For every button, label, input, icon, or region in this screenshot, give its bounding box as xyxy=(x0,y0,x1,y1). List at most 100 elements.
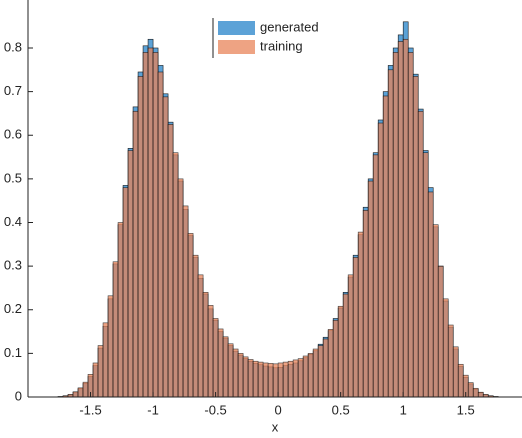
bar xyxy=(122,187,129,398)
bar xyxy=(247,359,254,398)
bar xyxy=(257,361,264,398)
bar xyxy=(407,52,414,398)
bar xyxy=(427,191,434,398)
bar xyxy=(282,361,289,398)
series-bars xyxy=(57,38,499,398)
x-tick-label: -1 xyxy=(147,402,159,417)
bar xyxy=(302,355,309,398)
bar xyxy=(187,233,194,398)
bar xyxy=(197,274,204,398)
bar xyxy=(222,336,229,398)
bar xyxy=(147,47,154,398)
bar xyxy=(162,96,169,398)
bar xyxy=(92,362,99,398)
bar xyxy=(217,328,224,398)
x-tick-label: 1 xyxy=(400,402,407,417)
bar xyxy=(207,305,214,398)
bar xyxy=(242,356,249,398)
bar xyxy=(77,387,84,398)
bar xyxy=(402,38,409,398)
bar xyxy=(417,110,424,398)
bar xyxy=(377,122,384,398)
bar xyxy=(107,295,114,398)
y-tick-label: 0.2 xyxy=(4,301,22,316)
bar xyxy=(352,257,359,398)
bar xyxy=(297,358,304,398)
bar xyxy=(202,291,209,398)
x-tick-label: -1.5 xyxy=(79,402,101,417)
bar xyxy=(342,293,349,398)
bar xyxy=(412,76,419,398)
bar xyxy=(172,152,179,398)
y-tick-label: 0.6 xyxy=(4,127,22,142)
legend-swatch xyxy=(218,21,255,35)
x-axis-label: x xyxy=(272,419,279,434)
bar xyxy=(472,387,479,398)
bar xyxy=(192,254,199,398)
y-tick-label: 0.8 xyxy=(4,39,22,54)
bar xyxy=(112,261,119,398)
bar xyxy=(337,305,344,398)
bar xyxy=(157,71,164,398)
bar xyxy=(362,209,369,398)
legend-label: training xyxy=(260,38,303,53)
bar xyxy=(182,205,189,398)
bar xyxy=(237,353,244,398)
y-tick-label: 0.1 xyxy=(4,345,22,360)
bar xyxy=(437,265,444,398)
bar xyxy=(317,345,324,398)
bar xyxy=(137,76,144,398)
bar xyxy=(457,363,464,398)
bar xyxy=(167,124,174,398)
y-tick-label: 0 xyxy=(15,388,22,403)
bar xyxy=(307,353,314,398)
y-tick-label: 0.3 xyxy=(4,258,22,273)
bar xyxy=(327,329,334,398)
bar xyxy=(262,362,269,398)
legend-swatch xyxy=(218,40,255,54)
bar xyxy=(72,391,79,398)
bar xyxy=(467,382,474,398)
bar xyxy=(82,381,89,398)
bar xyxy=(442,298,449,398)
bar xyxy=(447,324,454,398)
x-tick-label: 1.5 xyxy=(457,402,475,417)
bar xyxy=(142,52,149,398)
bar xyxy=(392,52,399,398)
x-tick-label: 0 xyxy=(275,402,282,417)
bar xyxy=(232,348,239,398)
bar xyxy=(372,154,379,398)
bar xyxy=(382,95,389,398)
bar xyxy=(397,41,404,398)
bar xyxy=(212,318,219,398)
y-tick-label: 0.4 xyxy=(4,214,22,229)
x-tick-label: 0.5 xyxy=(332,402,350,417)
bar xyxy=(477,391,484,398)
bar xyxy=(277,362,284,398)
bar xyxy=(252,360,259,398)
bar xyxy=(422,152,429,398)
bar xyxy=(152,52,159,398)
bar xyxy=(117,222,124,398)
bar xyxy=(432,224,439,398)
bar xyxy=(357,231,364,398)
bar xyxy=(292,359,299,398)
bar xyxy=(312,348,319,398)
bar xyxy=(347,274,354,398)
bar xyxy=(332,319,339,398)
bar xyxy=(227,343,234,398)
bar xyxy=(452,346,459,398)
legend-label: generated xyxy=(260,19,319,34)
bar xyxy=(322,338,329,398)
y-tick-label: 0.5 xyxy=(4,170,22,185)
bar xyxy=(97,345,104,398)
bar xyxy=(102,322,109,398)
x-tick-label: -0.5 xyxy=(204,402,226,417)
bar xyxy=(177,178,184,398)
bar xyxy=(132,110,139,398)
bar xyxy=(272,363,279,398)
y-tick-label: 0.7 xyxy=(4,83,22,98)
bar xyxy=(127,150,134,398)
bar xyxy=(287,360,294,398)
